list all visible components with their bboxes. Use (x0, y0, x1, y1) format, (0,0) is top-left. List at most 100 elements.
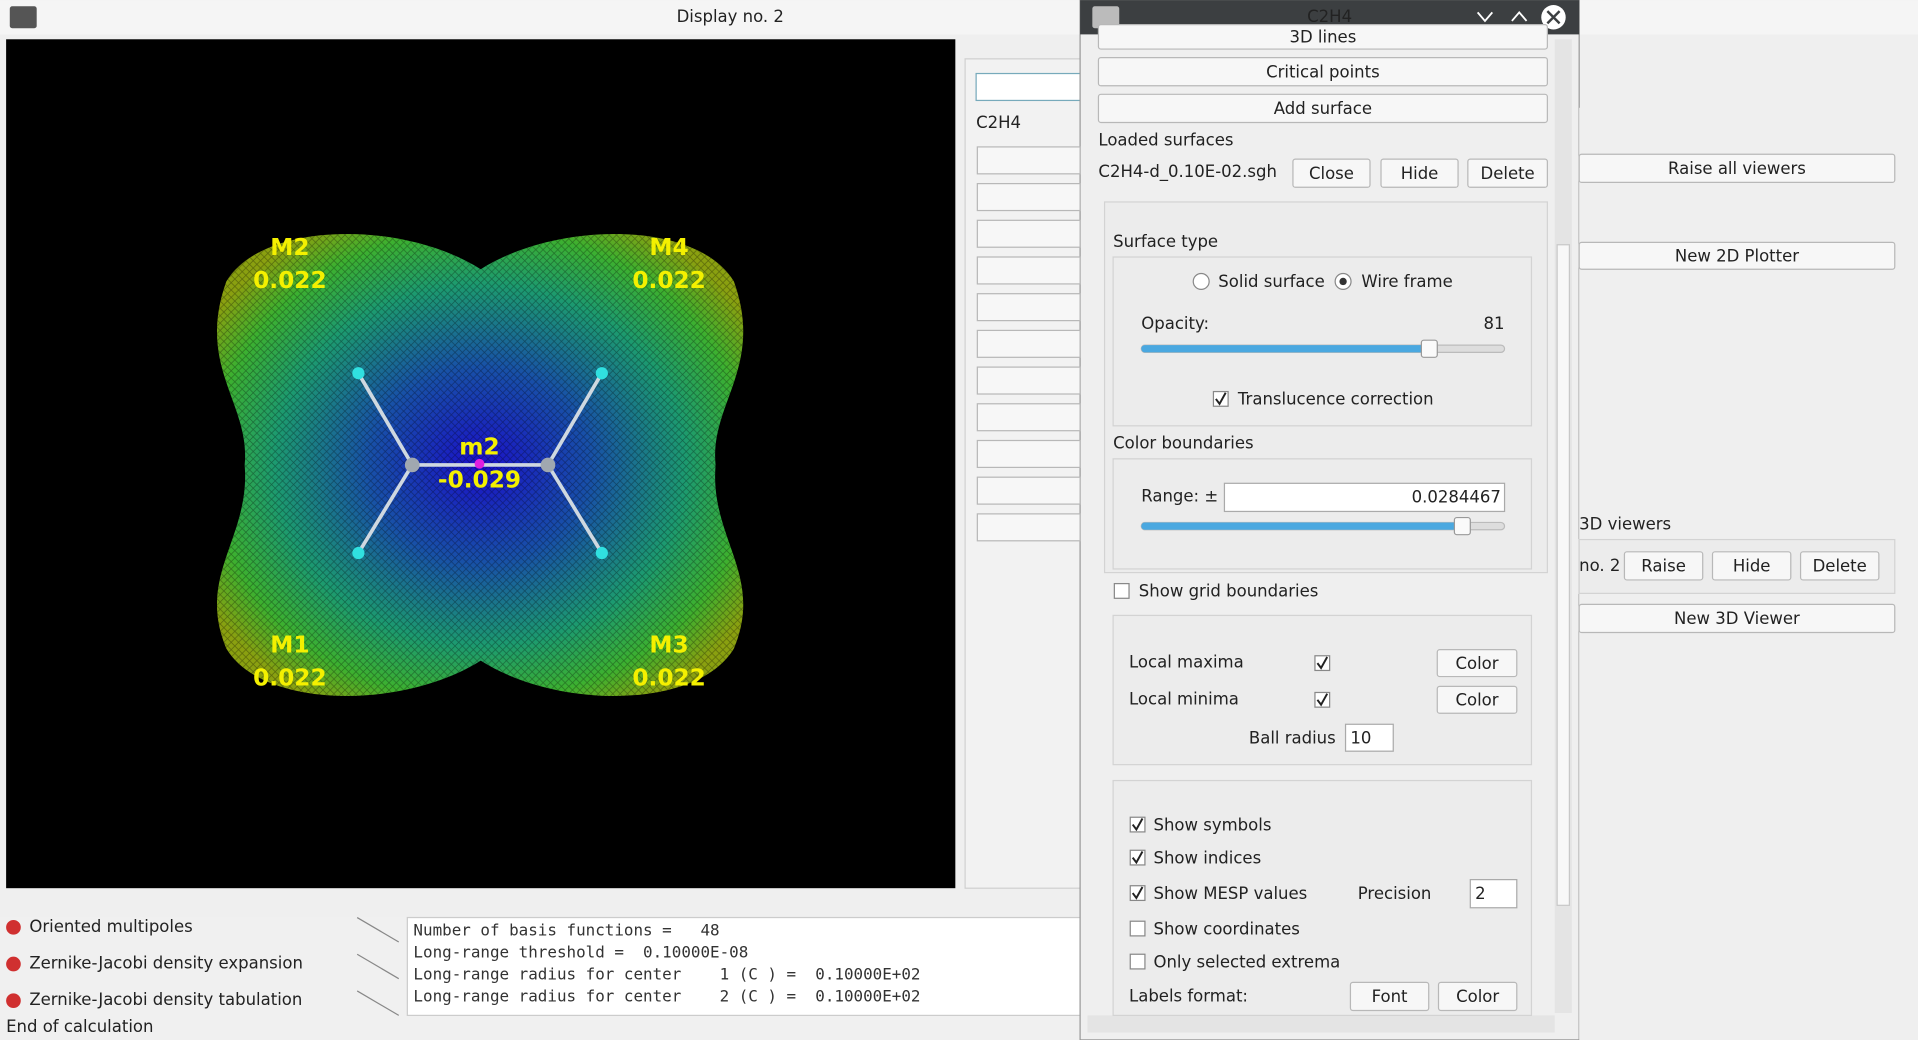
scroll-thumb[interactable] (1556, 244, 1570, 906)
title-bar (0, 0, 1918, 35)
labels-box (1112, 779, 1533, 1017)
checkbox[interactable] (1113, 582, 1130, 599)
range-input[interactable] (1223, 482, 1506, 513)
side-button[interactable] (976, 329, 1081, 358)
side-button[interactable] (976, 513, 1081, 542)
new-2d-button-label: New 2D Plotter (1675, 247, 1799, 266)
dialog-icon (1092, 6, 1120, 29)
window-controls[interactable] (1476, 10, 1528, 23)
viewer-button-label: Hide (1733, 557, 1771, 576)
checkbox-label: Show grid boundaries (1139, 582, 1319, 601)
raise-all-button[interactable] (1578, 153, 1896, 184)
surface-button-label: Hide (1401, 164, 1439, 183)
spinbox[interactable] (1469, 879, 1518, 909)
side-button[interactable] (976, 293, 1081, 322)
button[interactable] (1097, 57, 1548, 87)
color-button[interactable] (1436, 685, 1518, 714)
radio[interactable] (1192, 272, 1210, 291)
side-button[interactable] (976, 183, 1081, 212)
slider-handle[interactable] (1420, 339, 1438, 358)
log-line: Long-range radius for center 2 (C ) = 0.… (413, 987, 920, 1006)
extremum-value: 0.022 (253, 665, 327, 692)
slider-handle[interactable] (1453, 516, 1471, 536)
task-item: Zernike-Jacobi density tabulation (29, 990, 302, 1009)
hydrogen-atoms (352, 367, 608, 560)
task-tab-edge (356, 990, 400, 1016)
side-button[interactable] (976, 476, 1081, 505)
new-2d-button[interactable] (1578, 241, 1896, 270)
precision-value: 2 (1475, 884, 1486, 903)
side-button[interactable] (976, 219, 1081, 248)
checkbox-tick (1215, 392, 1227, 406)
molecule-label: C2H4 (976, 113, 1021, 132)
surface-file: C2H4-d_0.10E-02.sgh (1098, 162, 1277, 182)
font-button[interactable] (1349, 981, 1430, 1012)
task-item: Oriented multipoles (29, 917, 192, 936)
spinbox[interactable] (1344, 723, 1394, 752)
task-tab-edge (356, 953, 400, 980)
checkbox-label: Show coordinates (1153, 919, 1299, 938)
task-icon (6, 993, 21, 1009)
app-icon (9, 6, 37, 29)
checkbox-label: Translucence correction (1237, 390, 1434, 409)
group-label: Surface type (1113, 232, 1218, 251)
carbon-atoms (404, 457, 556, 473)
checkbox-tick (1131, 817, 1144, 832)
slider-fill (1141, 522, 1462, 530)
extremum-name: m2 (459, 433, 499, 460)
viewer-button[interactable] (1799, 551, 1880, 581)
opacity-label: Opacity: (1141, 314, 1209, 333)
color-button-label: Color (1455, 654, 1498, 673)
h-scrollbar[interactable] (1087, 1015, 1555, 1033)
range-value: 0.0284467 (1412, 487, 1501, 506)
ball-radius-label: Ball radius (1249, 728, 1336, 747)
side-button[interactable] (976, 439, 1081, 469)
surface-button[interactable] (1467, 158, 1548, 188)
new-3d-button[interactable] (1578, 603, 1896, 634)
extremum-name: M4 (649, 234, 688, 261)
side-button[interactable] (976, 403, 1081, 432)
color-box (1112, 458, 1533, 570)
extremum-value: 0.022 (632, 267, 705, 294)
checkbox-tick (1131, 851, 1144, 865)
checkbox[interactable] (1129, 953, 1146, 970)
checkbox[interactable] (1129, 920, 1146, 937)
side-button[interactable] (976, 366, 1081, 395)
checkbox-tick (1131, 886, 1144, 900)
surface-button-label: Close (1309, 164, 1354, 183)
color-button[interactable] (1437, 981, 1518, 1012)
surface-button[interactable] (1292, 158, 1371, 188)
minimum-ball (474, 458, 485, 469)
close-x (1546, 10, 1561, 25)
radio-label: Wire frame (1361, 272, 1452, 291)
color-button-label: Color (1455, 691, 1498, 710)
side-button[interactable] (976, 146, 1081, 175)
viewer-button-label: Delete (1813, 557, 1867, 576)
raise-all-button-label: Raise all viewers (1668, 159, 1806, 178)
extremum-value: 0.022 (253, 267, 327, 294)
surface-button[interactable] (1380, 158, 1459, 188)
task-tab-edge (356, 917, 400, 943)
log-line: Number of basis functions = 48 (413, 921, 719, 940)
log-line: Long-range radius for center 1 (C ) = 0.… (413, 965, 920, 984)
checkbox-label: Show indices (1153, 848, 1261, 867)
checkbox-label: Show MESP values (1153, 884, 1307, 903)
viewer-button[interactable] (1711, 551, 1792, 581)
slider-fill (1141, 345, 1429, 353)
surface-button-label: Delete (1481, 164, 1535, 183)
viewers-label: 3D viewers (1579, 514, 1671, 533)
side-button[interactable] (976, 256, 1081, 285)
checkbox-tick (1316, 656, 1329, 670)
button[interactable] (1097, 93, 1548, 124)
extremum-value: -0.029 (438, 466, 521, 493)
labels-format-label: Labels format: (1129, 987, 1248, 1006)
task-item: Zernike-Jacobi density expansion (29, 954, 303, 973)
cut-button[interactable] (1097, 23, 1548, 50)
extrema-label: Local maxima (1129, 653, 1244, 672)
cut-button-label: 3D lines (1289, 28, 1356, 47)
color-button[interactable] (1436, 649, 1518, 678)
dialog-title: C2H4 (1307, 7, 1352, 26)
viewer-button[interactable] (1623, 551, 1704, 581)
